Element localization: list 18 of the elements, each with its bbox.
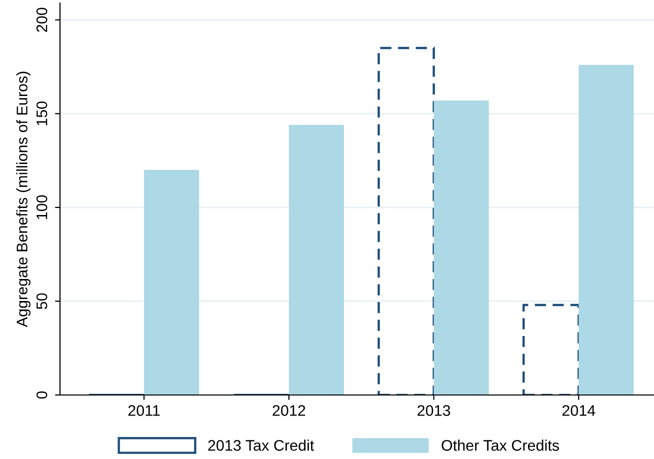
x-tick-label: 2014 (562, 405, 596, 416)
y-axis-title: Aggregate Benefits (millions of Euros) (16, 72, 30, 328)
y-tick-label: 50 (36, 293, 48, 310)
bar (578, 64, 634, 395)
x-tick-label: 2011 (128, 405, 160, 416)
x-tick-label: 2012 (272, 405, 306, 416)
y-tick-label: 150 (36, 102, 48, 126)
bar (288, 124, 344, 395)
y-tick-label: 100 (36, 195, 48, 220)
bar (144, 170, 200, 395)
bar (378, 46, 435, 395)
legend-label: 2013 Tax Credit (208, 440, 314, 451)
y-tick-label: 0 (36, 391, 48, 399)
x-tick-label: 2013 (418, 405, 450, 416)
legend-label: Other Tax Credits (442, 440, 559, 451)
y-tick-label: 200 (36, 8, 48, 32)
bar (522, 304, 580, 395)
bar (434, 100, 489, 395)
